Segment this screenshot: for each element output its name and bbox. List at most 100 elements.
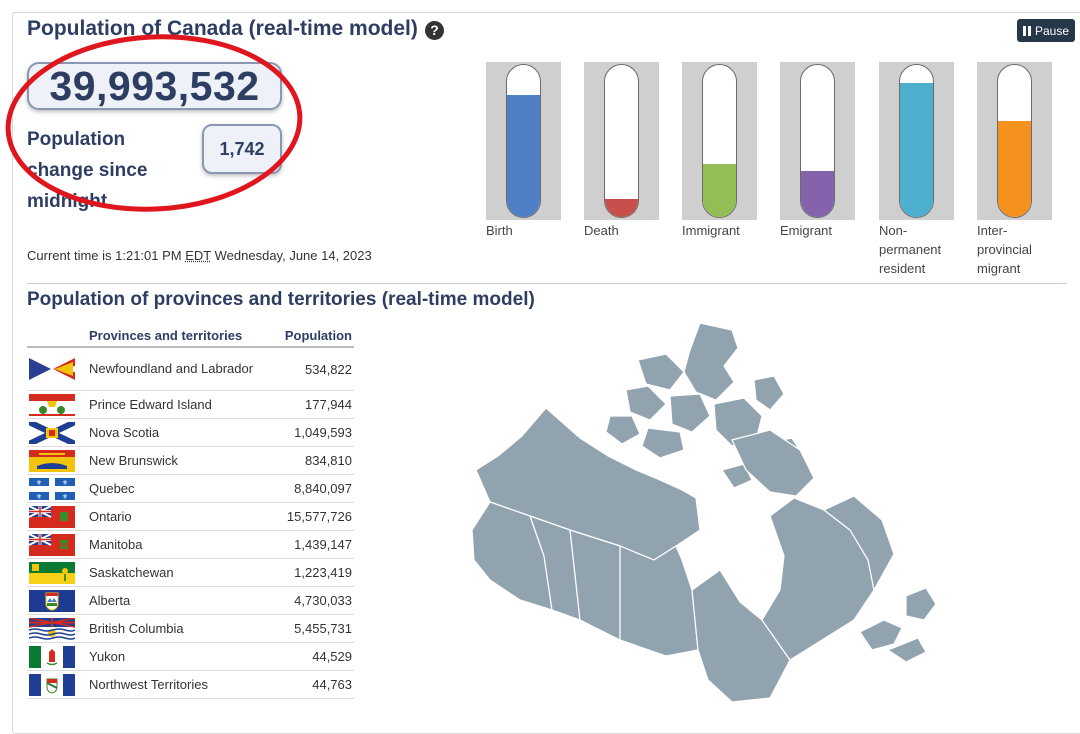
table-row: Nova Scotia 1,049,593 (27, 418, 354, 447)
province-name: British Columbia (81, 614, 276, 643)
population-counter: 39,993,532 (27, 62, 282, 110)
gauge-tube (899, 64, 934, 218)
gauge-tube (702, 64, 737, 218)
map-region (753, 375, 785, 411)
province-name: Prince Edward Island (81, 390, 276, 419)
map-region (637, 353, 685, 391)
flag-cell: ⚜ ⚜ ⚜ ⚜ (27, 474, 81, 503)
gauge-non-permanent-resident (879, 62, 954, 220)
province-population: 534,822 (275, 347, 354, 391)
province-name: Nova Scotia (81, 418, 276, 447)
flag-cell (27, 530, 81, 559)
help-icon[interactable]: ? (425, 21, 444, 40)
map-region (641, 427, 685, 459)
population-column-header: Population (275, 324, 354, 348)
gauge-tube (997, 64, 1032, 218)
province-population: 1,439,147 (275, 530, 354, 559)
gauge-inter-provincial-migrant (977, 62, 1052, 220)
map-region (905, 587, 937, 621)
gauge-tube (506, 64, 541, 218)
map-region (886, 637, 927, 663)
flag-ontario-icon (29, 505, 75, 528)
population-change-counter: 1,742 (202, 124, 282, 174)
province-name: Alberta (81, 586, 276, 615)
table-header-row: Provinces and territories Population (27, 324, 354, 348)
gauge-fill (998, 121, 1031, 217)
gauge-birth (486, 62, 561, 220)
gauge-tube (604, 64, 639, 218)
page-title: Population of Canada (real-time model) (27, 17, 418, 40)
gauge-label-immigrant: Immigrant (682, 223, 740, 238)
province-population: 4,730,033 (275, 586, 354, 615)
province-name: Quebec (81, 474, 276, 503)
section-divider (27, 283, 1067, 284)
flag-cell (27, 418, 81, 447)
flag-newfoundland-icon (29, 358, 75, 380)
gauge-death (584, 62, 659, 220)
table-row: Prince Edward Island 177,944 (27, 390, 354, 419)
gauge-fill (605, 198, 638, 217)
map-region (859, 619, 903, 651)
gauge-label-non-permanent-resident: Non-permanent resident (879, 223, 942, 276)
province-population: 1,049,593 (275, 418, 354, 447)
table-row: Manitoba 1,439,147 (27, 530, 354, 559)
flag-saskatchewan-icon (29, 561, 75, 584)
province-name: New Brunswick (81, 446, 276, 475)
flag-cell (27, 614, 81, 643)
pause-icon (1022, 25, 1032, 36)
flag-alberta-icon (29, 589, 75, 612)
table-row: Saskatchewan 1,223,419 (27, 558, 354, 587)
map-region (569, 529, 621, 641)
province-name: Yukon (81, 642, 276, 671)
current-date: Wednesday, June 14, 2023 (214, 248, 372, 263)
province-population: 8,840,097 (275, 474, 354, 503)
map-region (625, 385, 667, 421)
table-row: ⚜ ⚜ ⚜ ⚜ Quebec 8,840,097 (27, 474, 354, 503)
svg-text:⚜: ⚜ (62, 493, 68, 500)
table-row: Yukon 44,529 (27, 642, 354, 671)
pause-button[interactable]: Pause (1017, 19, 1075, 42)
canada-map[interactable] (470, 320, 980, 710)
flag-northwest-territories-icon (29, 673, 75, 696)
gauge-label-death: Death (584, 223, 619, 238)
province-name: Manitoba (81, 530, 276, 559)
province-population: 15,577,726 (275, 502, 354, 531)
provinces-table: Provinces and territories Population New… (27, 324, 354, 699)
table-row: New Brunswick 834,810 (27, 446, 354, 475)
hudson-bay (696, 516, 780, 620)
population-change-label: Population change since midnight (27, 129, 148, 212)
flag-cell (27, 502, 81, 531)
flag-quebec-icon: ⚜ ⚜ ⚜ ⚜ (29, 477, 75, 500)
table-row: Ontario 15,577,726 (27, 502, 354, 531)
province-population: 44,763 (275, 670, 354, 699)
map-region (683, 322, 739, 401)
province-population: 44,529 (275, 642, 354, 671)
gauge-fill (900, 83, 933, 217)
province-name: Northwest Territories (81, 670, 276, 699)
map-region (731, 429, 815, 497)
current-time-prefix: Current time is 1:21:01 PM (27, 248, 182, 263)
gauge-label-inter-provincial-migrant: Inter-provincial migrant (977, 223, 1032, 276)
flag-cell (27, 347, 81, 391)
gauge-tube (800, 64, 835, 218)
flag-cell (27, 558, 81, 587)
province-population: 1,223,419 (275, 558, 354, 587)
flag-cell (27, 670, 81, 699)
table-row: British Columbia 5,455,731 (27, 614, 354, 643)
map-region (822, 495, 895, 592)
flag-british-columbia-icon (29, 617, 75, 640)
current-time: Current time is 1:21:01 PM EDT Wednesday… (27, 248, 372, 263)
timezone-abbr[interactable]: EDT (185, 248, 212, 263)
gauge-immigrant (682, 62, 757, 220)
gauge-label-birth: Birth (486, 223, 513, 238)
map-region (619, 545, 699, 657)
gauge-fill (703, 163, 736, 217)
map-region (669, 393, 711, 433)
map-region (529, 515, 581, 621)
flag-pei-icon (29, 393, 75, 416)
pause-label: Pause (1034, 23, 1070, 38)
gauge-fill (507, 95, 540, 217)
flag-manitoba-icon (29, 533, 75, 556)
svg-text:⚜: ⚜ (36, 479, 42, 487)
gauge-label-emigrant: Emigrant (780, 223, 833, 238)
